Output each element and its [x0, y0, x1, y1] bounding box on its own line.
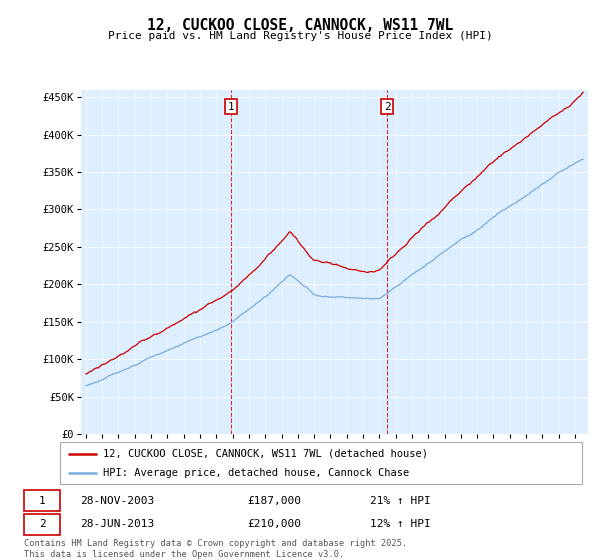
FancyBboxPatch shape [24, 490, 60, 511]
Text: 12, CUCKOO CLOSE, CANNOCK, WS11 7WL: 12, CUCKOO CLOSE, CANNOCK, WS11 7WL [147, 18, 453, 33]
Text: 1: 1 [228, 102, 235, 111]
Text: 28-NOV-2003: 28-NOV-2003 [80, 496, 154, 506]
Text: Price paid vs. HM Land Registry's House Price Index (HPI): Price paid vs. HM Land Registry's House … [107, 31, 493, 41]
Text: £210,000: £210,000 [247, 519, 301, 529]
Text: 2: 2 [39, 519, 46, 529]
Text: 2: 2 [384, 102, 391, 111]
Text: HPI: Average price, detached house, Cannock Chase: HPI: Average price, detached house, Cann… [103, 468, 409, 478]
Text: £187,000: £187,000 [247, 496, 301, 506]
Text: 12% ↑ HPI: 12% ↑ HPI [370, 519, 431, 529]
Text: 28-JUN-2013: 28-JUN-2013 [80, 519, 154, 529]
Text: 1: 1 [39, 496, 46, 506]
Text: 21% ↑ HPI: 21% ↑ HPI [370, 496, 431, 506]
FancyBboxPatch shape [24, 514, 60, 535]
FancyBboxPatch shape [60, 442, 582, 484]
Text: Contains HM Land Registry data © Crown copyright and database right 2025.
This d: Contains HM Land Registry data © Crown c… [24, 539, 407, 559]
Text: 12, CUCKOO CLOSE, CANNOCK, WS11 7WL (detached house): 12, CUCKOO CLOSE, CANNOCK, WS11 7WL (det… [103, 449, 428, 459]
